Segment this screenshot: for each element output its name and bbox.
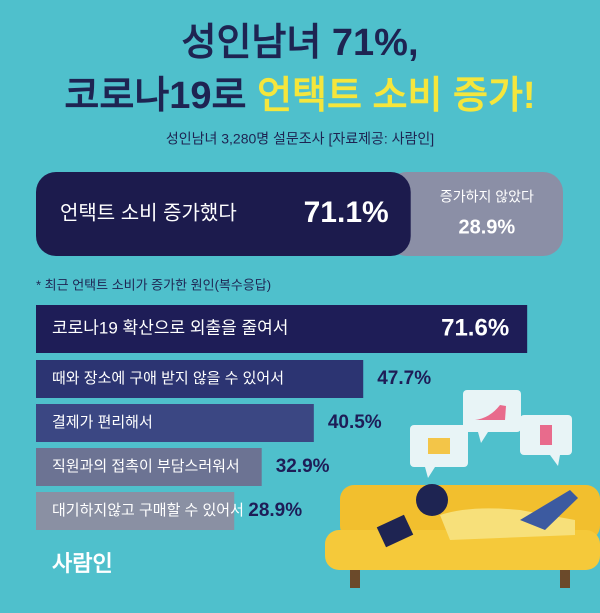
bar-label: 코로나19 확산으로 외출을 줄여서 <box>52 318 288 337</box>
bar-label: 대기하지않고 구매할 수 있어서 <box>52 502 244 519</box>
chart-subtitle: * 최근 언택트 소비가 증가한 원인(복수응답) <box>36 277 271 292</box>
title-line-2: 코로나19로 언택트 소비 증가! <box>64 75 535 117</box>
segment-value: 28.9% <box>458 216 515 238</box>
value-label: 40.5% <box>328 412 382 433</box>
bar-label: 결제가 편리해서 <box>52 414 153 431</box>
title-line-1: 성인남녀 71%, <box>181 22 418 64</box>
logo: 사람인 <box>52 551 113 576</box>
bar-label: 때와 장소에 구애 받지 않을 수 있어서 <box>52 370 284 387</box>
segment-label: 언택트 소비 증가했다 <box>60 201 237 224</box>
stack-segment <box>36 172 411 256</box>
value-label: 47.7% <box>377 368 431 389</box>
bar-label: 직원과의 접촉이 부담스러워서 <box>52 458 240 475</box>
value-label: 32.9% <box>276 456 330 477</box>
illustration <box>325 390 600 588</box>
bar <box>36 305 528 353</box>
subtitle: 성인남녀 3,280명 설문조사 [자료제공: 사람인] <box>166 131 434 147</box>
title-part: 코로나19로 <box>64 75 257 117</box>
segment-value: 71.1% <box>304 196 389 229</box>
bar <box>36 492 235 530</box>
bar <box>36 404 314 442</box>
title-highlight: 언택트 소비 증가! <box>257 75 536 117</box>
bar <box>36 448 262 486</box>
bar <box>36 360 364 398</box>
value-label: 71.6% <box>441 314 509 341</box>
segment-label: 증가하지 않았다 <box>440 189 534 205</box>
value-label: 28.9% <box>248 500 302 521</box>
stack-segment <box>386 172 563 256</box>
